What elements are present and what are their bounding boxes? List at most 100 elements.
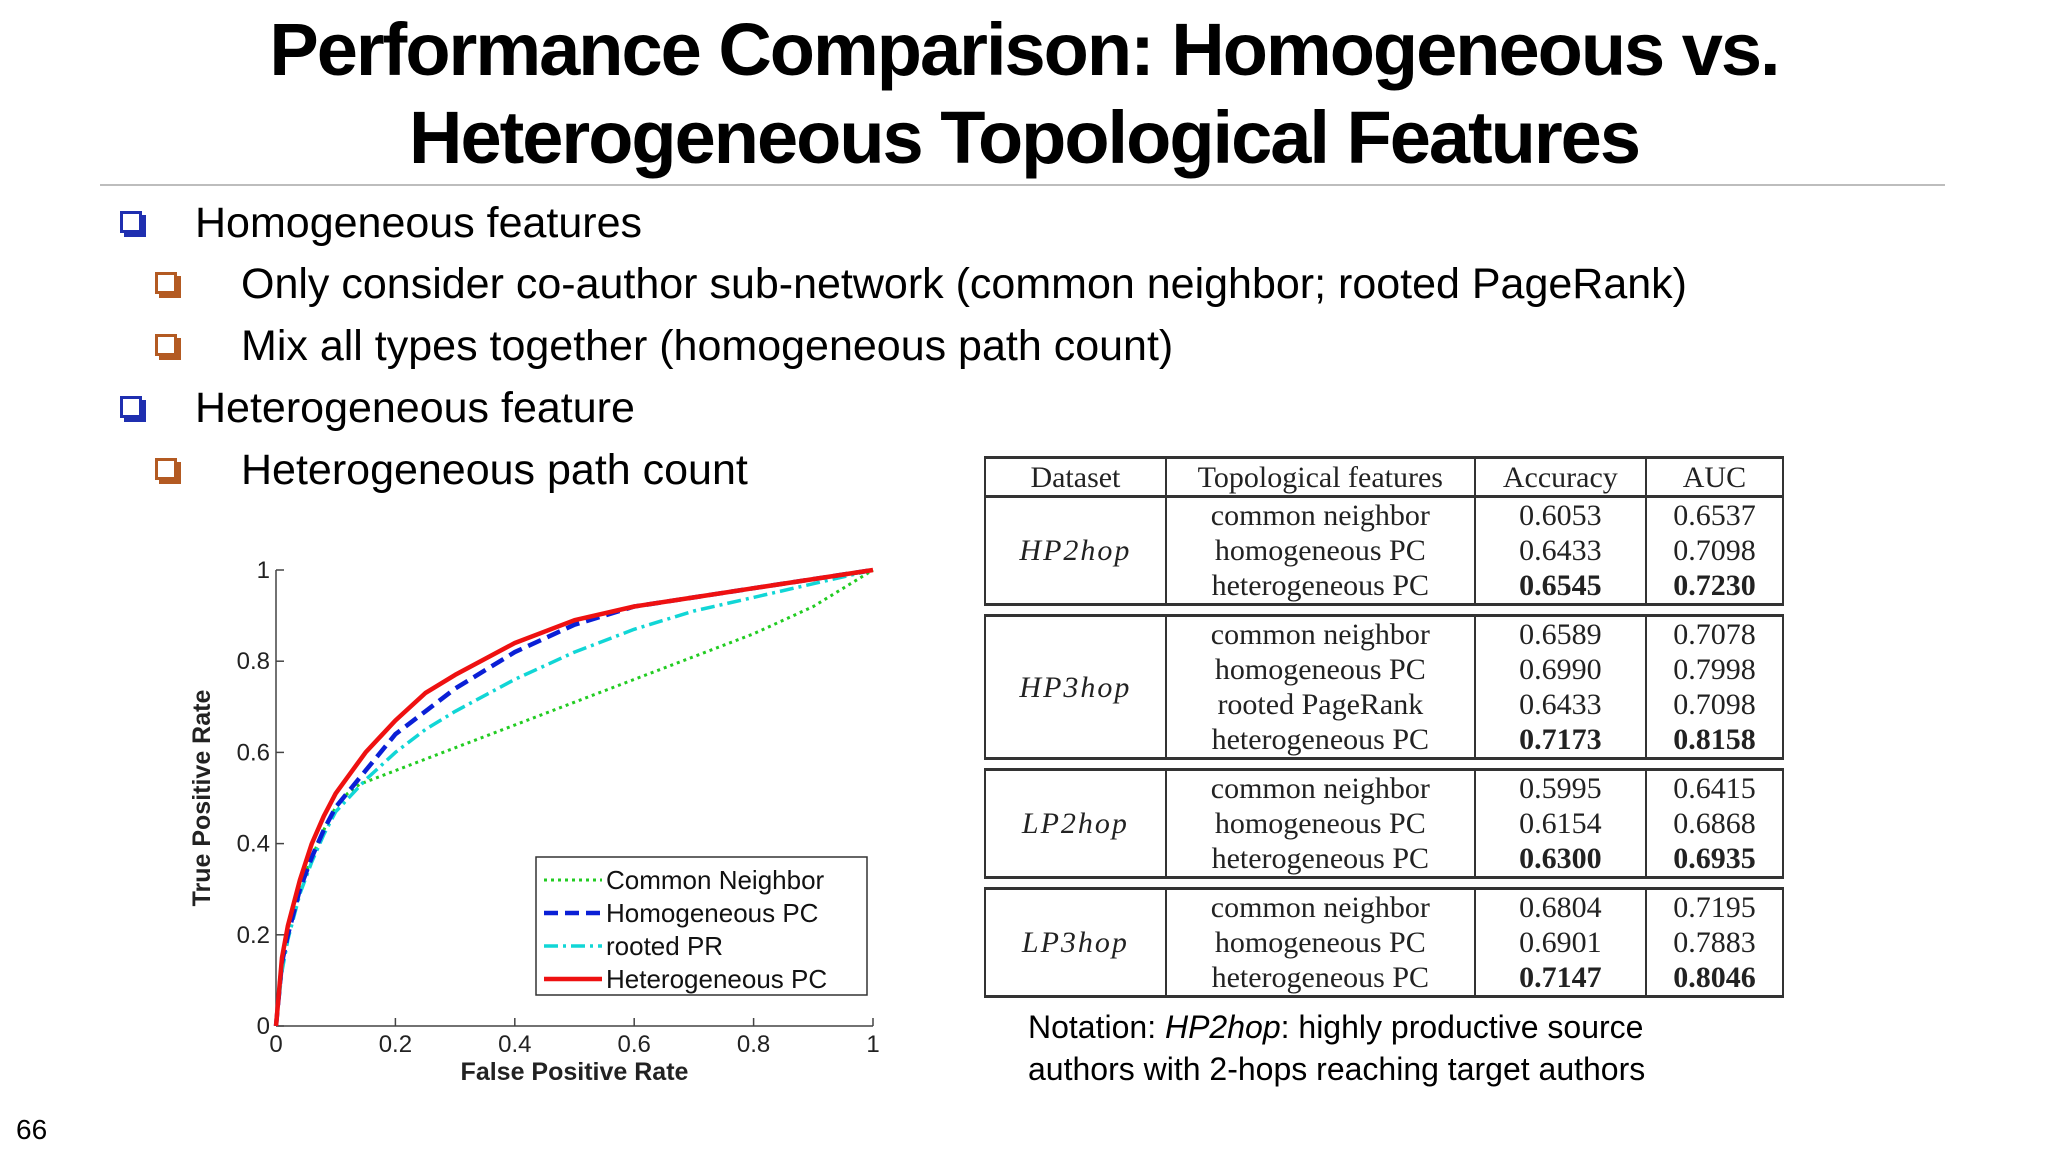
results-table: Dataset Topological features Accuracy AU… [984,456,1785,998]
notation-definition: : highly productive source [1280,1009,1644,1045]
x-tick-label: 1 [866,1031,879,1058]
auc-cell: 0.7998 [1644,652,1785,687]
roc-chart-svg: 0 0.2 0.4 0.6 0.8 1 0 0.2 0.4 0.6 0.8 1 False Positi… [188,557,880,1086]
auc-cell: 0.7098 [1644,687,1785,722]
accuracy-cell: 0.6901 [1473,925,1647,960]
series-line-rooted-pr [274,568,874,1027]
feature-cell: common neighbor [1164,614,1476,652]
bullet-item: Mix all types together (homogeneous path… [241,322,1174,370]
table-row: heterogeneous PC 0.6300 0.6935 [985,841,1785,879]
table-row: rooted PageRank 0.6433 0.7098 [985,687,1785,722]
table-gap-cell [985,605,1783,616]
table-header-cell: Dataset [984,456,1167,498]
table-group-gap [985,878,1783,889]
table-row: heterogeneous PC 0.7173 0.8158 [985,722,1785,760]
auc-cell: 0.8158 [1644,722,1785,760]
results-table-body: HP2hop common neighbor 0.6053 0.6537 homogen… [984,495,1785,998]
slide-title-line-2: Heterogeneous Topological Features [409,96,1641,179]
bullet-item: Homogeneous features [195,199,643,247]
series-line-homogeneous-pc [273,567,874,1027]
feature-cell: homogeneous PC [1164,925,1476,960]
x-tick-label: 0 [269,1031,282,1058]
x-tick-label: 0.2 [379,1031,412,1058]
y-tick-label: 0 [257,1013,270,1040]
y-tick-label: 0.6 [237,739,270,766]
auc-cell: 0.6537 [1644,495,1785,533]
bullet-item: Heterogeneous path count [241,446,748,494]
table-gap-cell [985,759,1783,770]
table-row: heterogeneous PC 0.6545 0.7230 [985,568,1785,606]
series-line-heterogeneous-pc [273,567,874,1027]
bullet-box-icon [120,211,142,233]
notation-line-1: Notation: HP2hop: highly productive sour… [1028,1006,1928,1048]
auc-cell: 0.7078 [1644,614,1785,652]
auc-cell: 0.7098 [1644,533,1785,568]
table-row: homogeneous PC 0.6154 0.6868 [985,806,1785,841]
legend-label: Heterogeneous PC [606,964,827,994]
dataset-cell: HP3hop [984,614,1167,760]
feature-cell: rooted PageRank [1164,687,1476,722]
y-tick-label: 0.8 [237,648,270,675]
accuracy-cell: 0.7173 [1473,722,1647,760]
bullet-box-icon [155,334,177,356]
feature-cell: heterogeneous PC [1164,960,1476,998]
feature-cell: homogeneous PC [1164,652,1476,687]
feature-cell: heterogeneous PC [1164,568,1476,606]
bullet-item: Only consider co-author sub-network (com… [241,260,1688,308]
notation-note: Notation: HP2hop: highly productive sour… [1028,1006,1928,1090]
accuracy-cell: 0.6545 [1473,568,1647,606]
feature-cell: common neighbor [1164,768,1476,806]
roc-chart: 0 0.2 0.4 0.6 0.8 1 0 0.2 0.4 0.6 0.8 1 False Positi… [180,540,900,1090]
chart-legend-box [535,856,868,996]
accuracy-cell: 0.6433 [1473,687,1647,722]
table-header-cell: Accuracy [1473,456,1647,498]
title-divider [100,184,1945,186]
notation-prefix: Notation: [1028,1009,1165,1045]
x-axis-label: False Positive Rate [461,1058,689,1086]
table-gap-cell [985,878,1783,889]
auc-cell: 0.6415 [1644,768,1785,806]
x-tick-label: 0.6 [618,1031,651,1058]
table-row: homogeneous PC 0.6901 0.7883 [985,925,1785,960]
x-tick-label: 0.8 [737,1031,770,1058]
table-header-row: Dataset Topological features Accuracy AU… [984,456,1785,498]
table-group-gap [985,759,1783,770]
table-row: homogeneous PC 0.6433 0.7098 [985,533,1785,568]
table-header-cell: Topological features [1164,456,1476,498]
page-number: 66 [16,1114,48,1145]
table-group-gap [985,605,1783,616]
table-row: LP3hop common neighbor 0.6804 0.7195 [984,887,1785,998]
bullet-box-icon [155,458,177,480]
auc-cell: 0.7230 [1644,568,1785,606]
auc-cell: 0.6935 [1644,841,1785,879]
dataset-cell: HP2hop [984,495,1167,606]
accuracy-cell: 0.6589 [1473,614,1647,652]
y-tick-label: 0.4 [237,831,270,858]
y-tick-label: 1 [257,557,270,584]
auc-cell: 0.7883 [1644,925,1785,960]
feature-cell: common neighbor [1164,887,1476,925]
table-row: HP2hop common neighbor 0.6053 0.6537 [984,495,1785,606]
accuracy-cell: 0.6154 [1473,806,1647,841]
auc-cell: 0.7195 [1644,887,1785,925]
x-tick-label: 0.4 [498,1031,531,1058]
feature-cell: homogeneous PC [1164,806,1476,841]
notation-term: HP2hop [1164,1009,1281,1045]
dataset-cell: LP3hop [984,887,1167,998]
y-tick-label: 0.2 [237,922,270,949]
legend-label: rooted PR [606,931,723,961]
table-row: heterogeneous PC 0.7147 0.8046 [985,960,1785,998]
accuracy-cell: 0.7147 [1473,960,1647,998]
accuracy-cell: 0.6433 [1473,533,1647,568]
accuracy-cell: 0.6990 [1473,652,1647,687]
table-row: LP2hop common neighbor 0.5995 0.6415 [984,768,1785,879]
table-header-cell: AUC [1644,456,1785,498]
legend-label: Homogeneous PC [606,898,818,928]
feature-cell: heterogeneous PC [1164,841,1476,879]
legend-label: Common Neighbor [606,865,825,895]
accuracy-cell: 0.6804 [1473,887,1647,925]
slide-title-line-1: Performance Comparison: Homogeneous vs. [269,8,1780,91]
feature-cell: homogeneous PC [1164,533,1476,568]
table-row: homogeneous PC 0.6990 0.7998 [985,652,1785,687]
accuracy-cell: 0.5995 [1473,768,1647,806]
